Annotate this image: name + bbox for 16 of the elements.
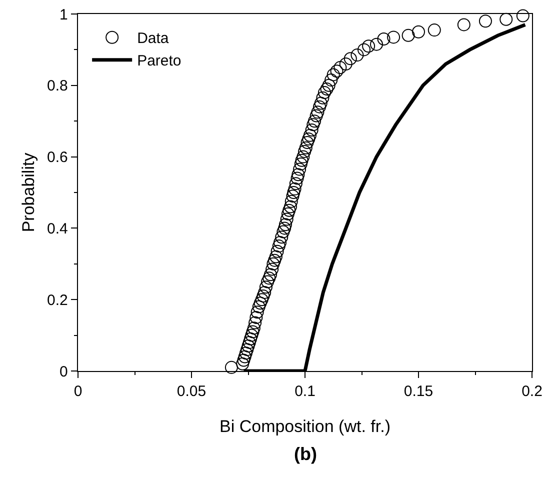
legend-label: Data <box>137 30 170 48</box>
x-tick-label: 0 <box>74 383 82 400</box>
y-tick-label: 0 <box>60 363 68 380</box>
y-tick-label: 0.2 <box>47 292 68 309</box>
y-tick-label: 0.6 <box>47 149 68 166</box>
x-axis-title: Bi Composition (wt. fr.) <box>220 417 390 436</box>
x-tick-label: 0.05 <box>176 383 206 400</box>
y-axis-title: Probability <box>18 152 38 232</box>
y-tick-label: 1 <box>60 6 68 24</box>
x-tick-label: 0.1 <box>294 383 316 400</box>
legend-label: Pareto <box>137 52 182 70</box>
x-tick-label: 0.15 <box>404 383 434 400</box>
y-tick-label: 0.8 <box>47 78 68 95</box>
y-tick-label: 0.4 <box>47 220 68 238</box>
text: (b) <box>294 444 317 464</box>
x-tick-label: 0.2 <box>522 383 542 400</box>
